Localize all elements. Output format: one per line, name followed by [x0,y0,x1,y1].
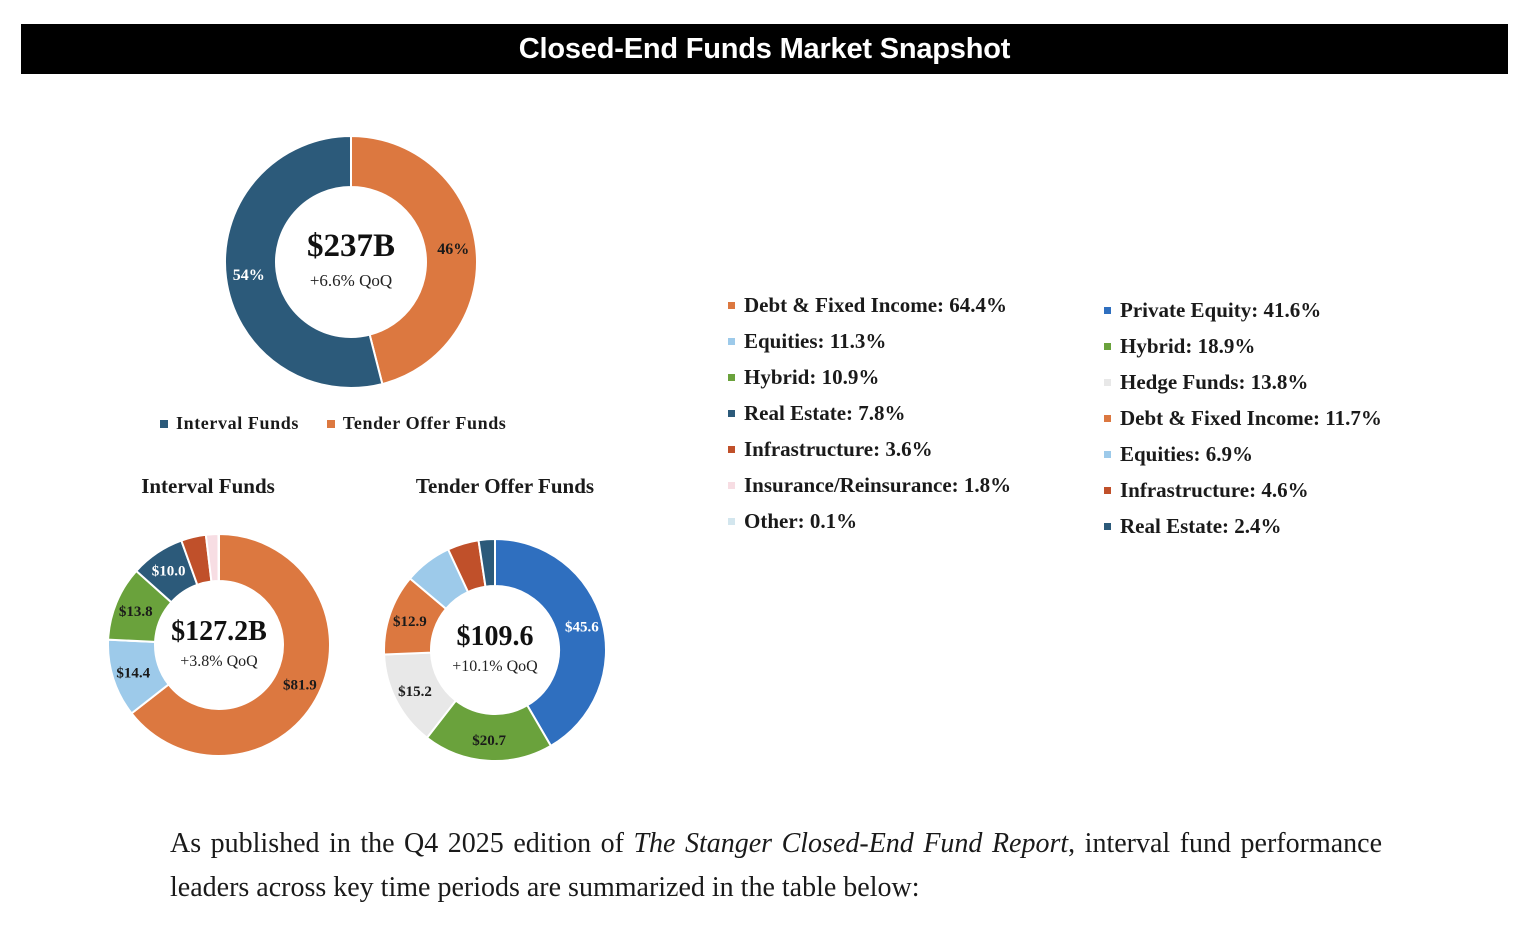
paragraph-text-start: As published in the Q4 2025 edition of [170,828,634,859]
legend-label: Private Equity: 41.6% [1120,297,1322,322]
legend-label: Other: 0.1% [744,508,858,533]
data-label-debt-fixed-income: $12.9 [393,614,427,630]
legend-swatch [1104,342,1111,350]
legend-swatch [1104,378,1111,386]
legend-label: Tender Offer Funds [342,413,507,433]
interval-funds-donut-chart: $81.9 $14.4 $13.8 $10.0 $127.2B +3.8% QoQ [107,532,331,757]
legend-item-tender-offer-funds: Tender Offer Funds [326,413,507,434]
legend-item-debt-fixed-income: Debt & Fixed Income: 11.7% [1104,400,1382,436]
center-qoq-change: +6.6% QoQ [310,271,392,290]
legend-label: Real Estate: 7.8% [744,400,906,425]
page-title: Closed-End Funds Market Snapshot [518,32,1011,65]
legend-swatch [728,337,735,345]
donut-slice-other [217,532,220,583]
data-label-interval-funds: 54% [233,267,265,284]
legend-swatch [728,301,735,309]
donut-slice-tender-offer-funds [350,134,478,386]
total-chart-legend: Interval Funds Tender Offer Funds [160,413,506,434]
legend-label: Equities: 6.9% [1120,441,1254,466]
data-label-debt-fixed-income: $81.9 [283,677,317,693]
legend-item-other: Other: 0.1% [728,503,1011,539]
legend-label: Insurance/Reinsurance: 1.8% [744,472,1012,497]
legend-item-equities: Equities: 11.3% [728,323,1011,359]
legend-item-insurance-reinsurance: Insurance/Reinsurance: 1.8% [728,467,1011,503]
legend-item-infrastructure: Infrastructure: 3.6% [728,431,1011,467]
legend-swatch [728,373,735,381]
data-label-hybrid: $13.8 [119,604,153,620]
header-bar: Closed-End Funds Market Snapshot [21,24,1508,74]
legend-item-hybrid: Hybrid: 10.9% [728,359,1011,395]
center-total-value: $127.2B [171,616,267,647]
legend-item-hybrid: Hybrid: 18.9% [1104,328,1382,364]
legend-swatch [326,419,335,428]
center-total-value: $109.6 [457,621,534,652]
interval-funds-legend: Debt & Fixed Income: 64.4% Equities: 11.3… [728,287,1011,539]
legend-label: Infrastructure: 4.6% [1120,477,1309,502]
legend-item-equities: Equities: 6.9% [1104,436,1382,472]
paragraph-text-end: , interval fund performance leaders acro… [170,828,1383,903]
legend-swatch [1104,486,1111,494]
legend-label: Hybrid: 10.9% [744,364,880,389]
tender-offer-funds-donut-chart: $45.6 $20.7 $15.2 $12.9 $109.6 +10.1% QoQ [383,537,607,762]
interval-funds-chart-title: Interval Funds [141,474,275,498]
legend-label: Infrastructure: 3.6% [744,436,933,461]
legend-swatch [728,409,735,417]
legend-swatch [1104,522,1111,530]
tender-offer-funds-legend: Private Equity: 41.6% Hybrid: 18.9% Hedge … [1104,292,1382,544]
legend-label: Equities: 11.3% [744,328,887,353]
legend-swatch [728,481,735,489]
data-label-real-estate: $10.0 [152,563,186,579]
legend-swatch [728,445,735,453]
data-label-private-equity: $45.6 [565,620,599,636]
total-aum-donut-chart: 46% 54% $237B +6.6% QoQ [224,134,478,389]
legend-label: Real Estate: 2.4% [1120,513,1282,538]
donut-slice-real-estate [477,537,496,588]
legend-label: Debt & Fixed Income: 64.4% [744,292,1008,317]
data-label-hedge-funds: $15.2 [398,684,432,700]
legend-item-debt-fixed-income: Debt & Fixed Income: 64.4% [728,287,1011,323]
legend-swatch [1104,306,1111,314]
legend-item-real-estate: Real Estate: 7.8% [728,395,1011,431]
legend-label: Hybrid: 18.9% [1120,333,1256,358]
report-paragraph: As published in the Q4 2025 edition of T… [170,822,1382,910]
legend-item-interval-funds: Interval Funds [160,413,299,434]
data-label-hybrid: $20.7 [472,733,506,749]
donut-slice-debt-fixed-income [130,532,331,757]
legend-swatch [1104,450,1111,458]
legend-item-private-equity: Private Equity: 41.6% [1104,292,1382,328]
report-title-italic: The Stanger Closed-End Fund Report [633,828,1069,859]
legend-swatch [160,419,168,428]
center-qoq-change: +3.8% QoQ [180,653,258,670]
data-label-tender-offer-funds: 46% [437,241,469,258]
tender-offer-funds-chart-title: Tender Offer Funds [415,474,595,498]
data-label-equities: $14.4 [116,665,150,681]
donut-slice-interval-funds [224,134,384,389]
legend-label: Interval Funds [176,413,299,433]
donut-slice-private-equity [494,537,607,748]
legend-label: Debt & Fixed Income: 11.7% [1120,405,1382,430]
legend-swatch [1104,414,1111,422]
legend-swatch [728,517,735,525]
center-total-value: $237B [307,228,395,264]
legend-item-infrastructure: Infrastructure: 4.6% [1104,472,1382,508]
center-qoq-change: +10.1% QoQ [452,658,538,675]
legend-item-hedge-funds: Hedge Funds: 13.8% [1104,364,1382,400]
legend-label: Hedge Funds: 13.8% [1120,369,1309,394]
legend-item-real-estate: Real Estate: 2.4% [1104,508,1382,544]
